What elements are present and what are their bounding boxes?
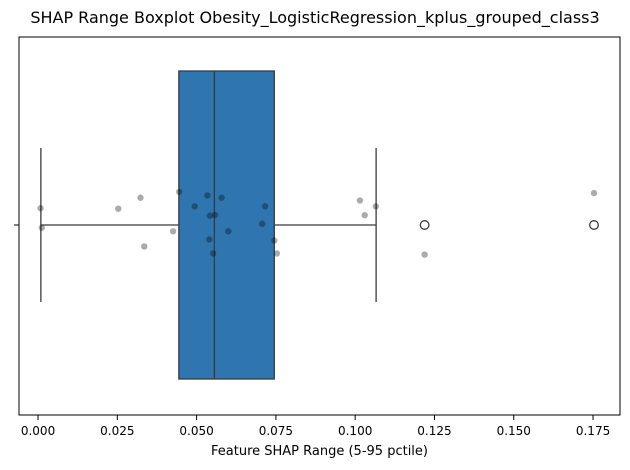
x-tick-label-6: 0.150 xyxy=(497,424,531,438)
data-point-20 xyxy=(361,212,368,219)
data-point-0 xyxy=(37,205,44,212)
axes-frame xyxy=(18,36,621,416)
data-point-22 xyxy=(421,251,428,258)
data-point-6 xyxy=(175,188,183,196)
data-point-11 xyxy=(209,250,217,257)
x-axis-label: Feature SHAP Range (5-95 pctile) xyxy=(211,444,428,459)
data-point-13 xyxy=(218,194,225,201)
data-point-7 xyxy=(191,203,198,210)
x-tick-label-7: 0.175 xyxy=(576,424,610,438)
data-point-1 xyxy=(38,224,46,231)
data-point-9 xyxy=(206,236,213,243)
outlier-marker-1 xyxy=(589,220,599,230)
outlier-marker-0 xyxy=(419,220,430,230)
data-point-10 xyxy=(206,212,214,219)
data-point-3 xyxy=(137,194,144,201)
data-point-5 xyxy=(169,228,177,235)
chart-title: SHAP Range Boxplot Obesity_LogisticRegre… xyxy=(30,8,600,27)
x-tick-label-3: 0.075 xyxy=(259,424,293,438)
x-tick-label-4: 0.100 xyxy=(338,424,372,438)
x-tick-label-2: 0.050 xyxy=(179,424,213,438)
data-point-2 xyxy=(115,205,122,212)
data-point-14 xyxy=(225,228,232,235)
data-point-18 xyxy=(273,250,281,257)
data-point-23 xyxy=(590,189,598,197)
data-point-8 xyxy=(204,192,211,199)
data-point-17 xyxy=(271,237,278,244)
data-point-21 xyxy=(372,203,379,210)
iqr-box xyxy=(178,70,275,380)
data-point-19 xyxy=(356,197,364,204)
data-point-4 xyxy=(141,243,148,250)
data-point-16 xyxy=(261,203,269,210)
x-tick-label-5: 0.125 xyxy=(417,424,451,438)
data-point-15 xyxy=(259,220,266,228)
data-point-12 xyxy=(211,211,219,219)
x-tick-label-0: 0.000 xyxy=(21,424,55,438)
x-tick-label-1: 0.025 xyxy=(100,424,134,438)
